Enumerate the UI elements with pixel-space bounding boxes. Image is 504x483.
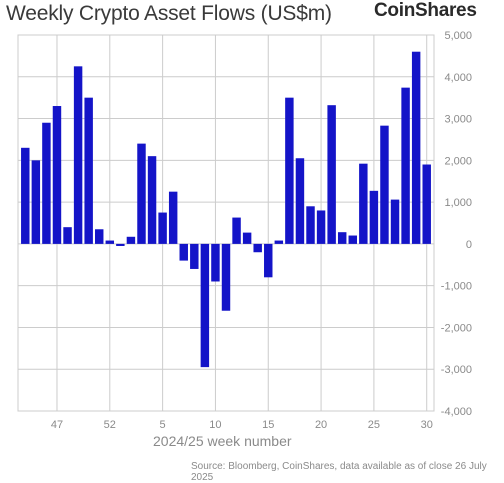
bar: [63, 227, 72, 244]
bar: [200, 243, 210, 368]
bar: [84, 97, 93, 244]
x-tick-label: 10: [209, 419, 221, 431]
x-tick-label: 20: [315, 419, 327, 431]
x-tick-label: 30: [421, 419, 433, 431]
bar: [401, 87, 410, 244]
bar: [21, 147, 30, 244]
coinshares-logo: CoinShares: [374, 0, 477, 21]
x-tick-label: 15: [262, 419, 274, 431]
bar: [274, 240, 284, 244]
bar: [232, 217, 241, 244]
bar: [327, 105, 336, 244]
bar: [42, 122, 51, 244]
y-tick-label: -1,000: [441, 281, 472, 293]
bar: [179, 243, 188, 261]
x-tick-label: 5: [160, 419, 166, 431]
bar: [31, 160, 41, 244]
bar: [285, 97, 294, 244]
bar: [380, 125, 389, 244]
bar: [168, 191, 178, 244]
bar: [316, 210, 326, 244]
bar: [242, 232, 252, 244]
y-axis-ticks: 5,000 4,000 3,000 2,000 1,000 0 -1,000 -2,000 -3…: [441, 30, 472, 418]
bar: [147, 156, 157, 244]
bar: [137, 143, 146, 244]
y-tick-label: -2,000: [441, 322, 472, 334]
bar: [126, 236, 136, 244]
bar: [306, 206, 315, 244]
x-tick-label: 25: [368, 419, 380, 431]
bar: [390, 199, 400, 244]
bar: [264, 243, 273, 278]
bar: [221, 243, 231, 311]
bar: [158, 212, 167, 244]
bar: [116, 243, 125, 246]
bar: [359, 163, 368, 244]
bar: [190, 243, 199, 269]
bar: [337, 232, 347, 244]
bar: [369, 190, 379, 244]
x-tick-label: 52: [104, 419, 116, 431]
bar: [348, 235, 357, 244]
bar: [422, 164, 431, 244]
chart-title: Weekly Crypto Asset Flows (US$m): [6, 2, 332, 25]
y-tick-label: -4,000: [441, 406, 472, 418]
source-note: Source: Bloomberg, CoinShares, data avai…: [191, 461, 487, 483]
bar-series: [21, 51, 431, 368]
bar: [105, 240, 115, 244]
bar: [295, 158, 305, 244]
bar: [95, 229, 104, 244]
y-tick-label: 5,000: [444, 30, 472, 42]
y-tick-label: 3,000: [444, 114, 472, 126]
bar: [211, 243, 220, 282]
y-tick-label: 0: [466, 239, 472, 251]
y-tick-label: 4,000: [444, 72, 472, 84]
bar: [253, 243, 262, 253]
x-tick-label: 47: [51, 419, 63, 431]
y-tick-label: 2,000: [444, 155, 472, 167]
x-axis-ticks: 47 52 5 10 15 20 25 30: [51, 419, 433, 431]
y-tick-label: -3,000: [441, 364, 472, 376]
bar: [52, 106, 62, 244]
bar: [73, 66, 83, 244]
bar: [411, 51, 421, 244]
x-axis-label: 2024/25 week number: [153, 433, 292, 449]
y-tick-label: 1,000: [444, 197, 472, 209]
